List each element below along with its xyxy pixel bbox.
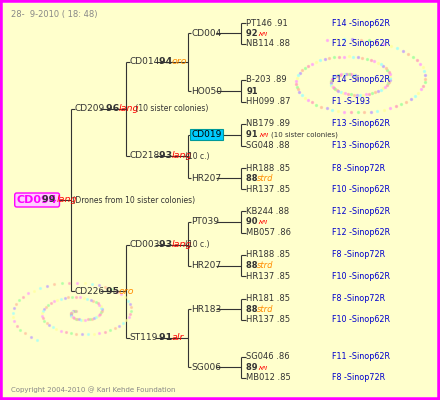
Text: CD003: CD003: [130, 240, 160, 249]
Text: 90: 90: [246, 218, 261, 226]
Text: 91: 91: [159, 334, 176, 342]
Text: HR207: HR207: [191, 174, 221, 183]
Text: NB114 .88: NB114 .88: [246, 40, 290, 48]
Text: F10 -Sinop62R: F10 -Sinop62R: [332, 185, 390, 194]
Text: HR137 .85: HR137 .85: [246, 316, 290, 324]
Text: (10 sister colonies): (10 sister colonies): [271, 132, 337, 138]
Text: CD014: CD014: [130, 58, 160, 66]
Text: SG048 .88: SG048 .88: [246, 142, 290, 150]
Text: HR207: HR207: [191, 261, 221, 270]
Text: F8 -Sinop72R: F8 -Sinop72R: [332, 294, 385, 303]
Text: oro: oro: [119, 287, 135, 296]
Text: איו: איו: [259, 130, 268, 139]
Text: HH099 .87: HH099 .87: [246, 98, 291, 106]
Text: PT039: PT039: [191, 218, 220, 226]
Text: SG046 .86: SG046 .86: [246, 352, 290, 361]
Text: MB057 .86: MB057 .86: [246, 228, 291, 237]
Text: 93: 93: [159, 240, 176, 249]
Text: F8 -Sinop72R: F8 -Sinop72R: [332, 374, 385, 382]
Text: lang: lang: [172, 240, 192, 249]
Text: strd: strd: [257, 305, 273, 314]
Text: MB012 .85: MB012 .85: [246, 374, 291, 382]
Text: F8 -Sinop72R: F8 -Sinop72R: [332, 250, 385, 259]
Text: CD218: CD218: [130, 152, 160, 160]
Text: lang: lang: [119, 104, 139, 113]
Text: F10 -Sinop62R: F10 -Sinop62R: [332, 272, 390, 281]
Text: F13 -Sinop62R: F13 -Sinop62R: [332, 120, 390, 128]
Text: 95: 95: [106, 287, 122, 296]
Text: CD004: CD004: [191, 29, 222, 38]
Text: 91: 91: [246, 87, 258, 96]
Text: F12 -Sinop62R: F12 -Sinop62R: [332, 40, 390, 48]
Text: איו: איו: [257, 218, 267, 226]
Text: NB179 .89: NB179 .89: [246, 120, 290, 128]
Text: HR137 .85: HR137 .85: [246, 185, 290, 194]
Text: F10 -Sinop62R: F10 -Sinop62R: [332, 316, 390, 324]
Text: B-203 .89: B-203 .89: [246, 76, 287, 84]
Text: 28-  9-2010 ( 18: 48): 28- 9-2010 ( 18: 48): [11, 10, 98, 19]
Text: HR188 .85: HR188 .85: [246, 250, 290, 259]
Text: CD209: CD209: [75, 104, 105, 113]
Text: oro: oro: [172, 58, 187, 66]
Text: 88: 88: [246, 305, 261, 314]
Text: 88: 88: [246, 261, 261, 270]
Text: F13 -Sinop62R: F13 -Sinop62R: [332, 142, 390, 150]
Text: CD019: CD019: [191, 130, 222, 139]
Text: 99: 99: [42, 196, 58, 204]
Text: HR183: HR183: [191, 305, 222, 314]
Text: איו: איו: [257, 29, 267, 38]
Text: F1 -S-193: F1 -S-193: [332, 98, 370, 106]
Text: strd: strd: [257, 174, 273, 183]
Text: 88: 88: [246, 174, 261, 183]
Text: F12 -Sinop62R: F12 -Sinop62R: [332, 207, 390, 216]
Text: (10 c.): (10 c.): [185, 152, 209, 160]
Text: alr: alr: [172, 334, 184, 342]
Text: strd: strd: [257, 261, 273, 270]
Text: ST119: ST119: [130, 334, 158, 342]
Text: lang: lang: [56, 196, 77, 204]
Text: (10 c.): (10 c.): [185, 240, 209, 249]
Text: 89: 89: [246, 363, 261, 372]
Text: Copyright 2004-2010 @ Karl Kehde Foundation: Copyright 2004-2010 @ Karl Kehde Foundat…: [11, 386, 176, 393]
Text: CD226: CD226: [75, 287, 105, 296]
Text: F14 -Sinop62R: F14 -Sinop62R: [332, 19, 390, 28]
Text: HR188 .85: HR188 .85: [246, 164, 290, 172]
Text: F8 -Sinop72R: F8 -Sinop72R: [332, 164, 385, 172]
Text: F14 -Sinop62R: F14 -Sinop62R: [332, 76, 390, 84]
Text: 96: 96: [106, 104, 122, 113]
Text: PT146 .91: PT146 .91: [246, 19, 288, 28]
Text: F11 -Sinop62R: F11 -Sinop62R: [332, 352, 390, 361]
Text: HR181 .85: HR181 .85: [246, 294, 290, 303]
Text: איו: איו: [257, 363, 267, 372]
Text: (Drones from 10 sister colonies): (Drones from 10 sister colonies): [70, 196, 195, 204]
Text: 94: 94: [159, 58, 176, 66]
Text: (10 sister colonies): (10 sister colonies): [133, 104, 208, 113]
Text: HO050: HO050: [191, 87, 222, 96]
Text: 93: 93: [159, 152, 176, 160]
Text: lang: lang: [172, 152, 192, 160]
Text: F12 -Sinop62R: F12 -Sinop62R: [332, 228, 390, 237]
Text: 92: 92: [246, 29, 261, 38]
Text: KB244 .88: KB244 .88: [246, 207, 290, 216]
Text: 91: 91: [246, 130, 261, 139]
Text: CD094: CD094: [17, 195, 58, 205]
Text: HR137 .85: HR137 .85: [246, 272, 290, 281]
Text: SG006: SG006: [191, 363, 221, 372]
